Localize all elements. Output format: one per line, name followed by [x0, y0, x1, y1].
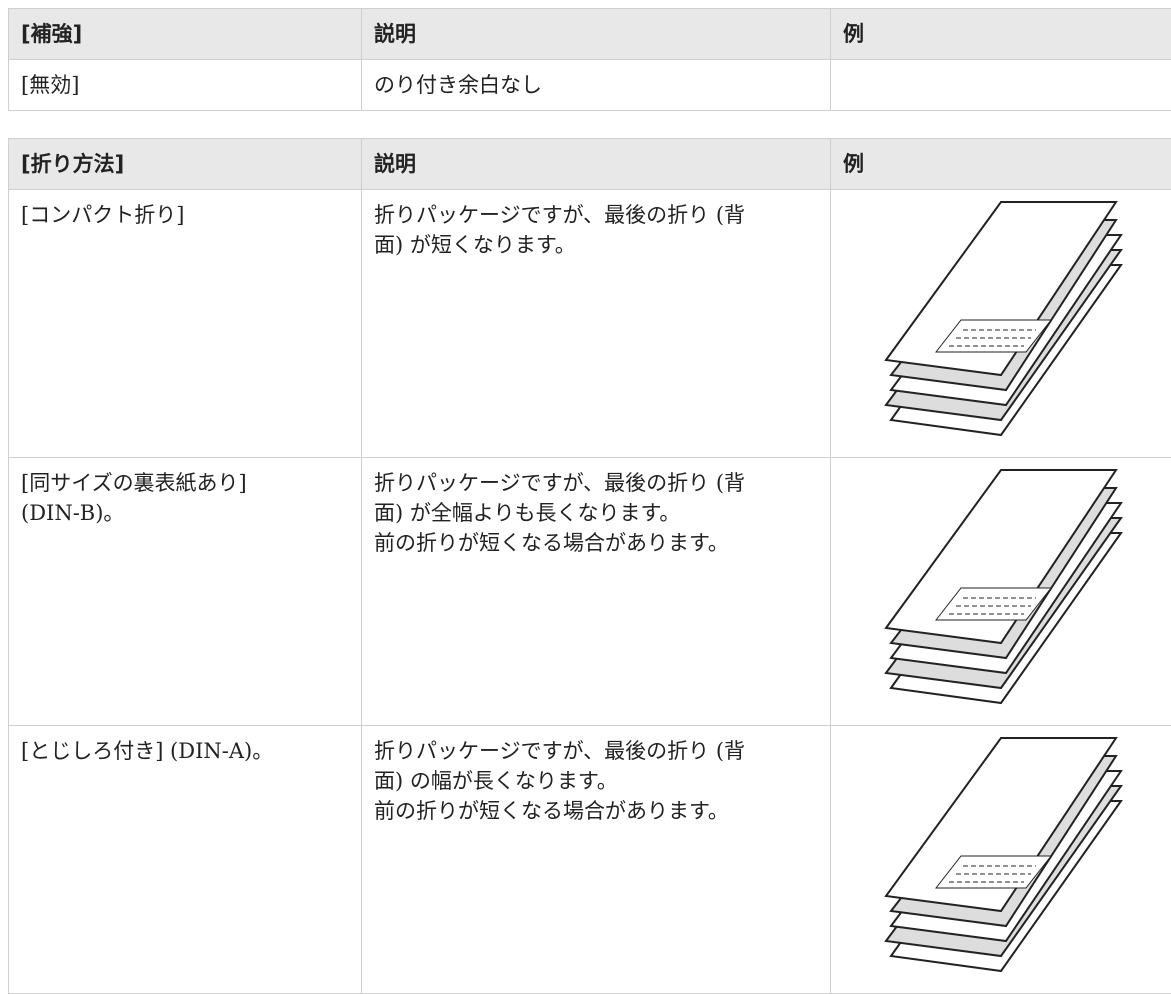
cell: 折りパッケージですが、最後の折り (背面) の幅が長くなります。前の折りが短くな… — [362, 726, 831, 994]
cell: [同サイズの裏表紙あり](DIN-B)。 — [9, 458, 362, 726]
text-line: 折りパッケージですが、最後の折り (背 — [374, 736, 818, 766]
row: [とじしろ付き] (DIN-A)。折りパッケージですが、最後の折り (背面) の… — [9, 726, 1171, 994]
text-line: (DIN-B)。 — [21, 498, 349, 528]
text-line: 面) が全幅よりも長くなります。 — [374, 498, 818, 528]
text-line: 折りパッケージですが、最後の折り (背 — [374, 200, 818, 230]
header: [折り方法] — [9, 139, 362, 190]
text-line: 折りパッケージですが、最後の折り (背 — [374, 468, 818, 498]
header: 説明 — [362, 139, 831, 190]
cell: 折りパッケージですが、最後の折り (背面) が全幅よりも長くなります。前の折りが… — [362, 458, 831, 726]
cell: 折りパッケージですが、最後の折り (背面) が短くなります。 — [362, 190, 831, 458]
cell: のり付き余白なし — [362, 60, 831, 111]
example-cell — [831, 458, 1171, 726]
fold-illustration — [831, 458, 1171, 724]
header: 例 — [831, 9, 1171, 60]
table-fold: [折り方法]説明例 [コンパクト折り] 折りパッケージですが、最後の折り (背面)… — [8, 138, 1171, 994]
text-line: [同サイズの裏表紙あり] — [21, 468, 349, 498]
fold-illustration — [831, 726, 1171, 992]
text-line: [コンパクト折り] — [21, 200, 349, 230]
text-line: [とじしろ付き] (DIN-A)。 — [21, 736, 349, 766]
table-reinforce: [補強]説明例 [無効]のり付き余白なし — [8, 8, 1171, 111]
header: 例 — [831, 139, 1171, 190]
cell: [コンパクト折り] — [9, 190, 362, 458]
example-cell — [831, 190, 1171, 458]
cell: [とじしろ付き] (DIN-A)。 — [9, 726, 362, 994]
text-line: 面) の幅が長くなります。 — [374, 766, 818, 796]
row: [コンパクト折り] 折りパッケージですが、最後の折り (背面) が短くなります。 — [9, 190, 1171, 458]
text-line: 面) が短くなります。 — [374, 230, 818, 260]
text-line: 前の折りが短くなる場合があります。 — [374, 528, 818, 558]
fold-illustration — [831, 190, 1171, 456]
header: 説明 — [362, 9, 831, 60]
example-cell — [831, 726, 1171, 994]
header: [補強] — [9, 9, 362, 60]
cell: [無効] — [9, 60, 362, 111]
cell — [831, 60, 1171, 111]
text-line: 前の折りが短くなる場合があります。 — [374, 796, 818, 826]
row: [同サイズの裏表紙あり](DIN-B)。折りパッケージですが、最後の折り (背面… — [9, 458, 1171, 726]
